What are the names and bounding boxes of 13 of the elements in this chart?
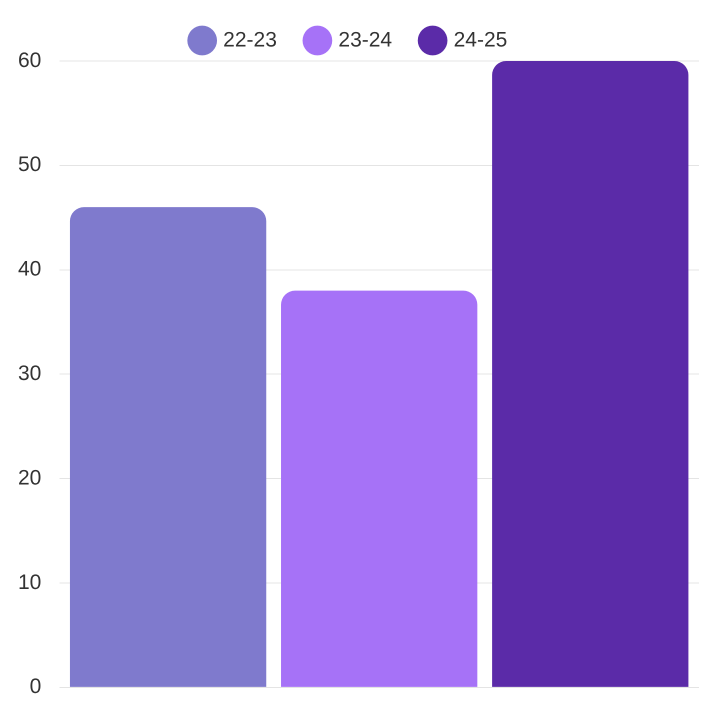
y-tick-label: 40 — [18, 258, 42, 281]
y-tick-label: 30 — [18, 362, 42, 385]
y-tick-label: 50 — [18, 153, 42, 176]
bar — [281, 290, 478, 687]
bar — [492, 61, 688, 687]
y-tick-label: 60 — [18, 48, 42, 72]
y-tick-label: 0 — [30, 675, 42, 698]
y-tick-label: 20 — [18, 466, 42, 490]
bar — [70, 207, 266, 687]
legend-label: 24-25 — [454, 28, 508, 52]
y-tick-label: 10 — [18, 570, 42, 594]
legend-label: 22-23 — [223, 28, 277, 52]
legend-label: 23-24 — [338, 28, 392, 52]
